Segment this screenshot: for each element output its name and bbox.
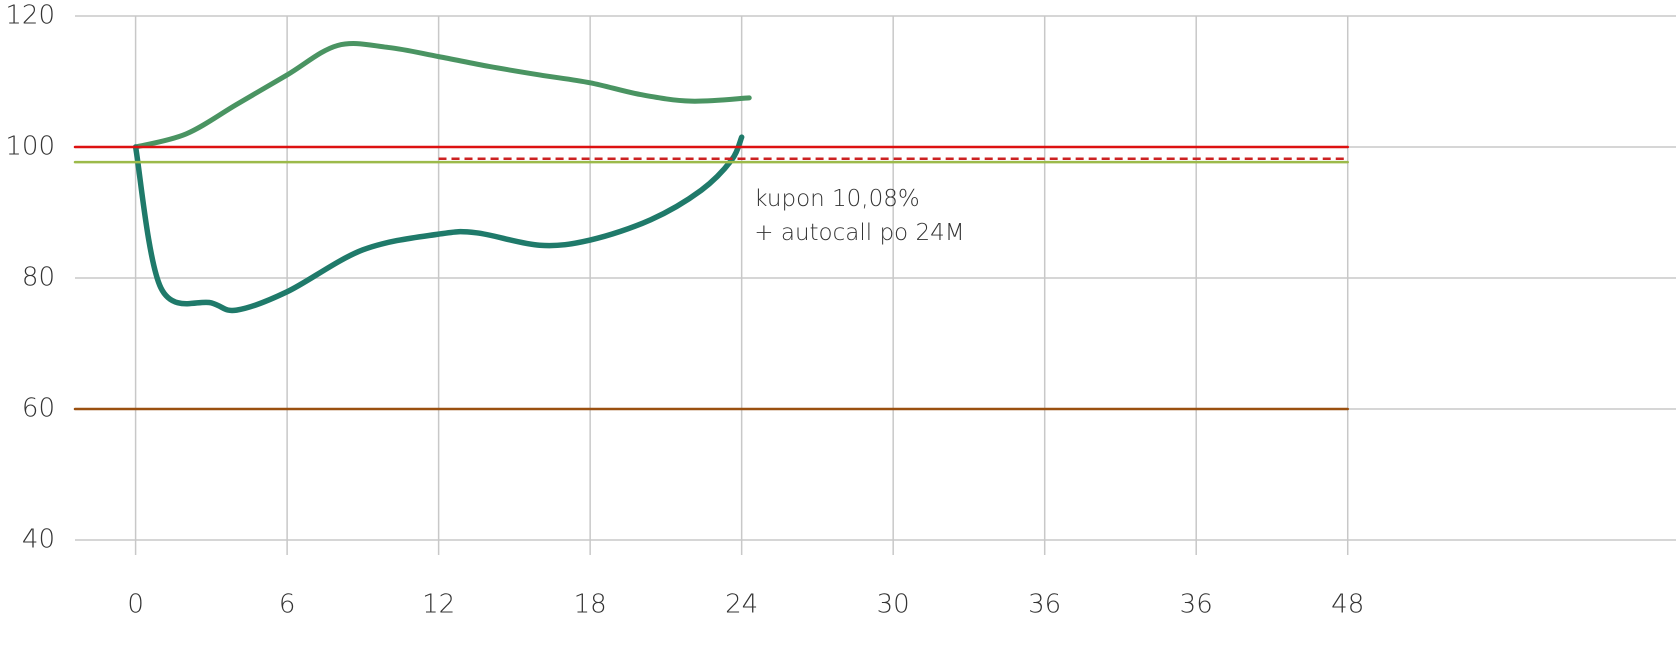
x-tick-label: 36 bbox=[1028, 590, 1061, 620]
x-tick-label: 18 bbox=[574, 590, 607, 620]
y-tick-label: 100 bbox=[5, 132, 55, 162]
annotation: kupon 10,08% bbox=[754, 186, 919, 212]
annotation: + autocall po 24M bbox=[754, 220, 964, 246]
y-tick-label: 120 bbox=[5, 1, 55, 31]
x-tick-label: 24 bbox=[725, 590, 758, 620]
x-tick-label: 12 bbox=[422, 590, 455, 620]
x-tick-label: 48 bbox=[1331, 590, 1364, 620]
y-tick-label: 60 bbox=[22, 394, 55, 424]
x-tick-label: 36 bbox=[1180, 590, 1213, 620]
y-tick-label: 40 bbox=[22, 525, 55, 555]
x-tick-label: 0 bbox=[127, 590, 144, 620]
series-line bbox=[132, 134, 745, 314]
y-tick-label: 80 bbox=[22, 263, 55, 293]
series-line bbox=[133, 41, 752, 150]
x-tick-label: 6 bbox=[279, 590, 296, 620]
x-tick-label: 30 bbox=[877, 590, 910, 620]
